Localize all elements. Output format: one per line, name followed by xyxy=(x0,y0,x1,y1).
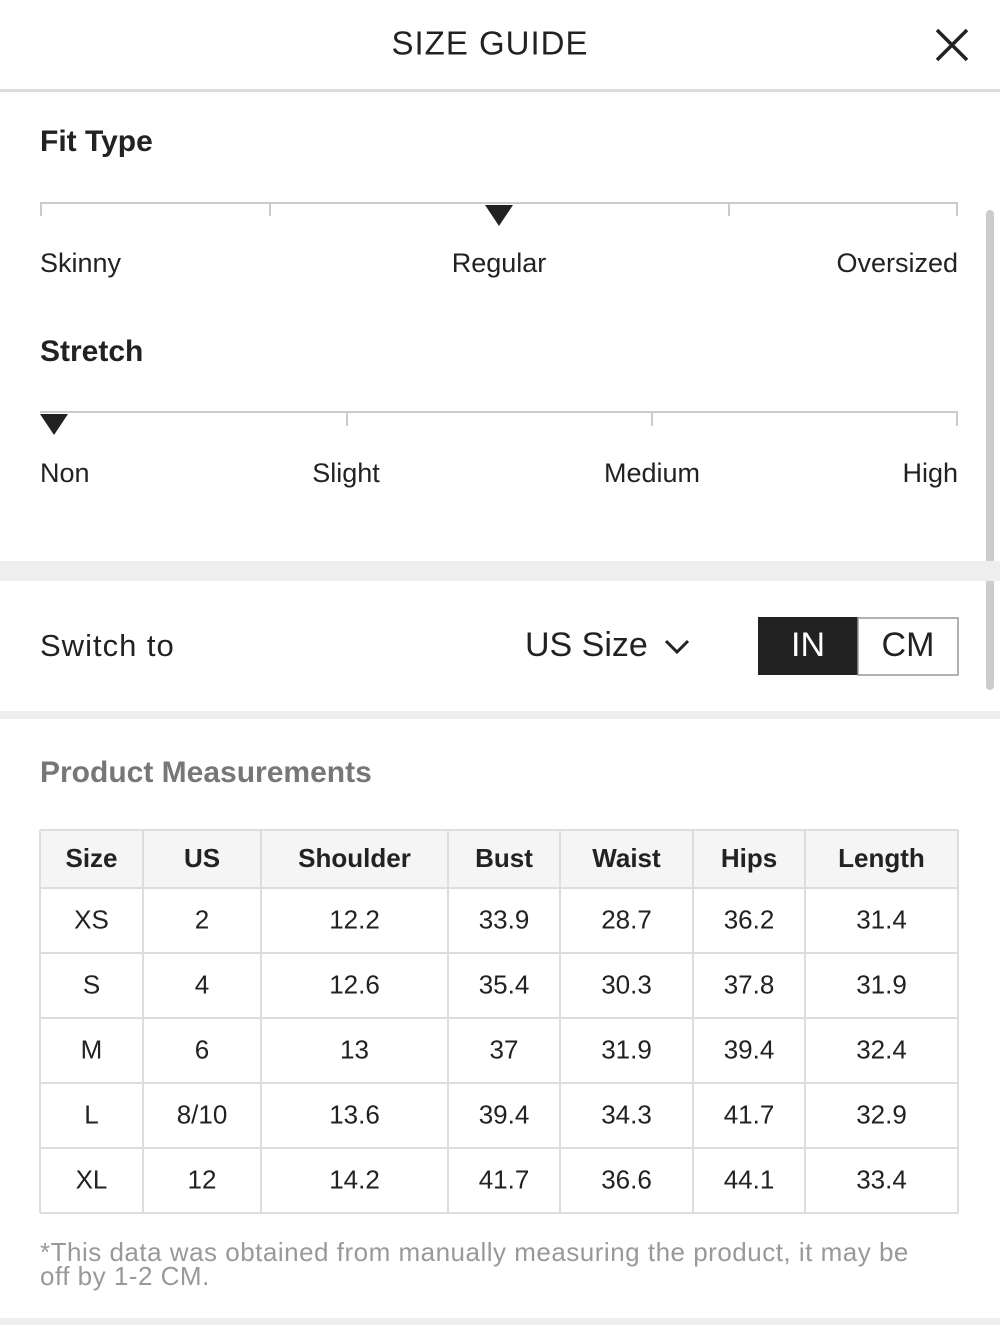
size-dropdown[interactable]: US Size xyxy=(525,626,690,664)
fit-label: Oversized xyxy=(836,248,958,278)
column-header: Shoulder xyxy=(298,843,411,873)
cell: 31.9 xyxy=(856,969,907,999)
cell: 36.2 xyxy=(724,904,775,934)
close-button[interactable] xyxy=(935,28,969,62)
cell: 39.4 xyxy=(479,1099,530,1129)
column-header: Length xyxy=(838,843,925,873)
stretch-heading: Stretch xyxy=(40,335,143,368)
cell: 31.9 xyxy=(601,1034,652,1064)
cell: 41.7 xyxy=(479,1164,530,1194)
cell: 28.7 xyxy=(601,904,652,934)
column-header: Hips xyxy=(721,843,777,873)
column-header: Waist xyxy=(592,843,661,873)
cell: 8/10 xyxy=(177,1099,228,1129)
unit-label: IN xyxy=(791,626,825,664)
cell: 34.3 xyxy=(601,1099,652,1129)
cell: 30.3 xyxy=(601,969,652,999)
column-header: US xyxy=(184,843,220,873)
cell: 6 xyxy=(195,1034,209,1064)
fit-label: Skinny xyxy=(40,248,122,278)
cell: XS xyxy=(74,904,109,934)
cell: 32.9 xyxy=(856,1099,907,1129)
title: SIZE GUIDE xyxy=(391,25,588,62)
stretch-label: Non xyxy=(40,458,90,488)
cell: 37 xyxy=(490,1034,519,1064)
section-heading: Product Measurements xyxy=(40,756,372,789)
cell: 31.4 xyxy=(856,904,907,934)
cell: 4 xyxy=(195,969,209,999)
fit-type-heading: Fit Type xyxy=(40,125,153,158)
divider xyxy=(0,89,1000,92)
switch-label: Switch to xyxy=(40,628,175,663)
measurements-table: Size US Shoulder Bust Waist Hips Length XS 2 12.2… xyxy=(39,829,959,1214)
stretch-label: Slight xyxy=(312,458,380,488)
unit-label: CM xyxy=(882,626,935,664)
cell: 41.7 xyxy=(724,1099,775,1129)
unit-in-button[interactable] xyxy=(758,617,858,675)
cell: M xyxy=(81,1034,103,1064)
cell: 12 xyxy=(188,1164,217,1194)
cell: 33.9 xyxy=(479,904,530,934)
column-header: Bust xyxy=(475,843,533,873)
cell: 13 xyxy=(340,1034,369,1064)
cell: 12.6 xyxy=(329,969,380,999)
cell: 39.4 xyxy=(724,1034,775,1064)
size-system: US Size xyxy=(525,626,648,664)
stretch-label: Medium xyxy=(604,458,700,488)
cell: 33.4 xyxy=(856,1164,907,1194)
cell: 37.8 xyxy=(724,969,775,999)
cell: L xyxy=(84,1099,98,1129)
fit-label: Regular xyxy=(452,248,547,278)
cell: 35.4 xyxy=(479,969,530,999)
cell: S xyxy=(83,969,100,999)
cell: 36.6 xyxy=(601,1164,652,1194)
cell: 2 xyxy=(195,904,209,934)
unit-cm-button[interactable] xyxy=(857,617,959,676)
cell: XL xyxy=(76,1164,108,1194)
stretch-scale xyxy=(40,411,958,426)
cell: 13.6 xyxy=(329,1099,380,1129)
cell: 14.2 xyxy=(329,1164,380,1194)
fit-scale xyxy=(40,202,958,216)
stretch-indicator xyxy=(40,414,68,435)
stretch-label: High xyxy=(902,458,958,488)
cell: 12.2 xyxy=(329,904,380,934)
fit-indicator xyxy=(485,205,513,226)
column-header: Size xyxy=(65,843,117,873)
note: *This data was obtained from manually me… xyxy=(40,1237,909,1291)
divider xyxy=(0,561,1000,581)
cell: 44.1 xyxy=(724,1164,775,1194)
cell: 32.4 xyxy=(856,1034,907,1064)
scrollbar xyxy=(986,210,994,690)
divider xyxy=(0,1318,1000,1325)
divider xyxy=(0,711,1000,719)
